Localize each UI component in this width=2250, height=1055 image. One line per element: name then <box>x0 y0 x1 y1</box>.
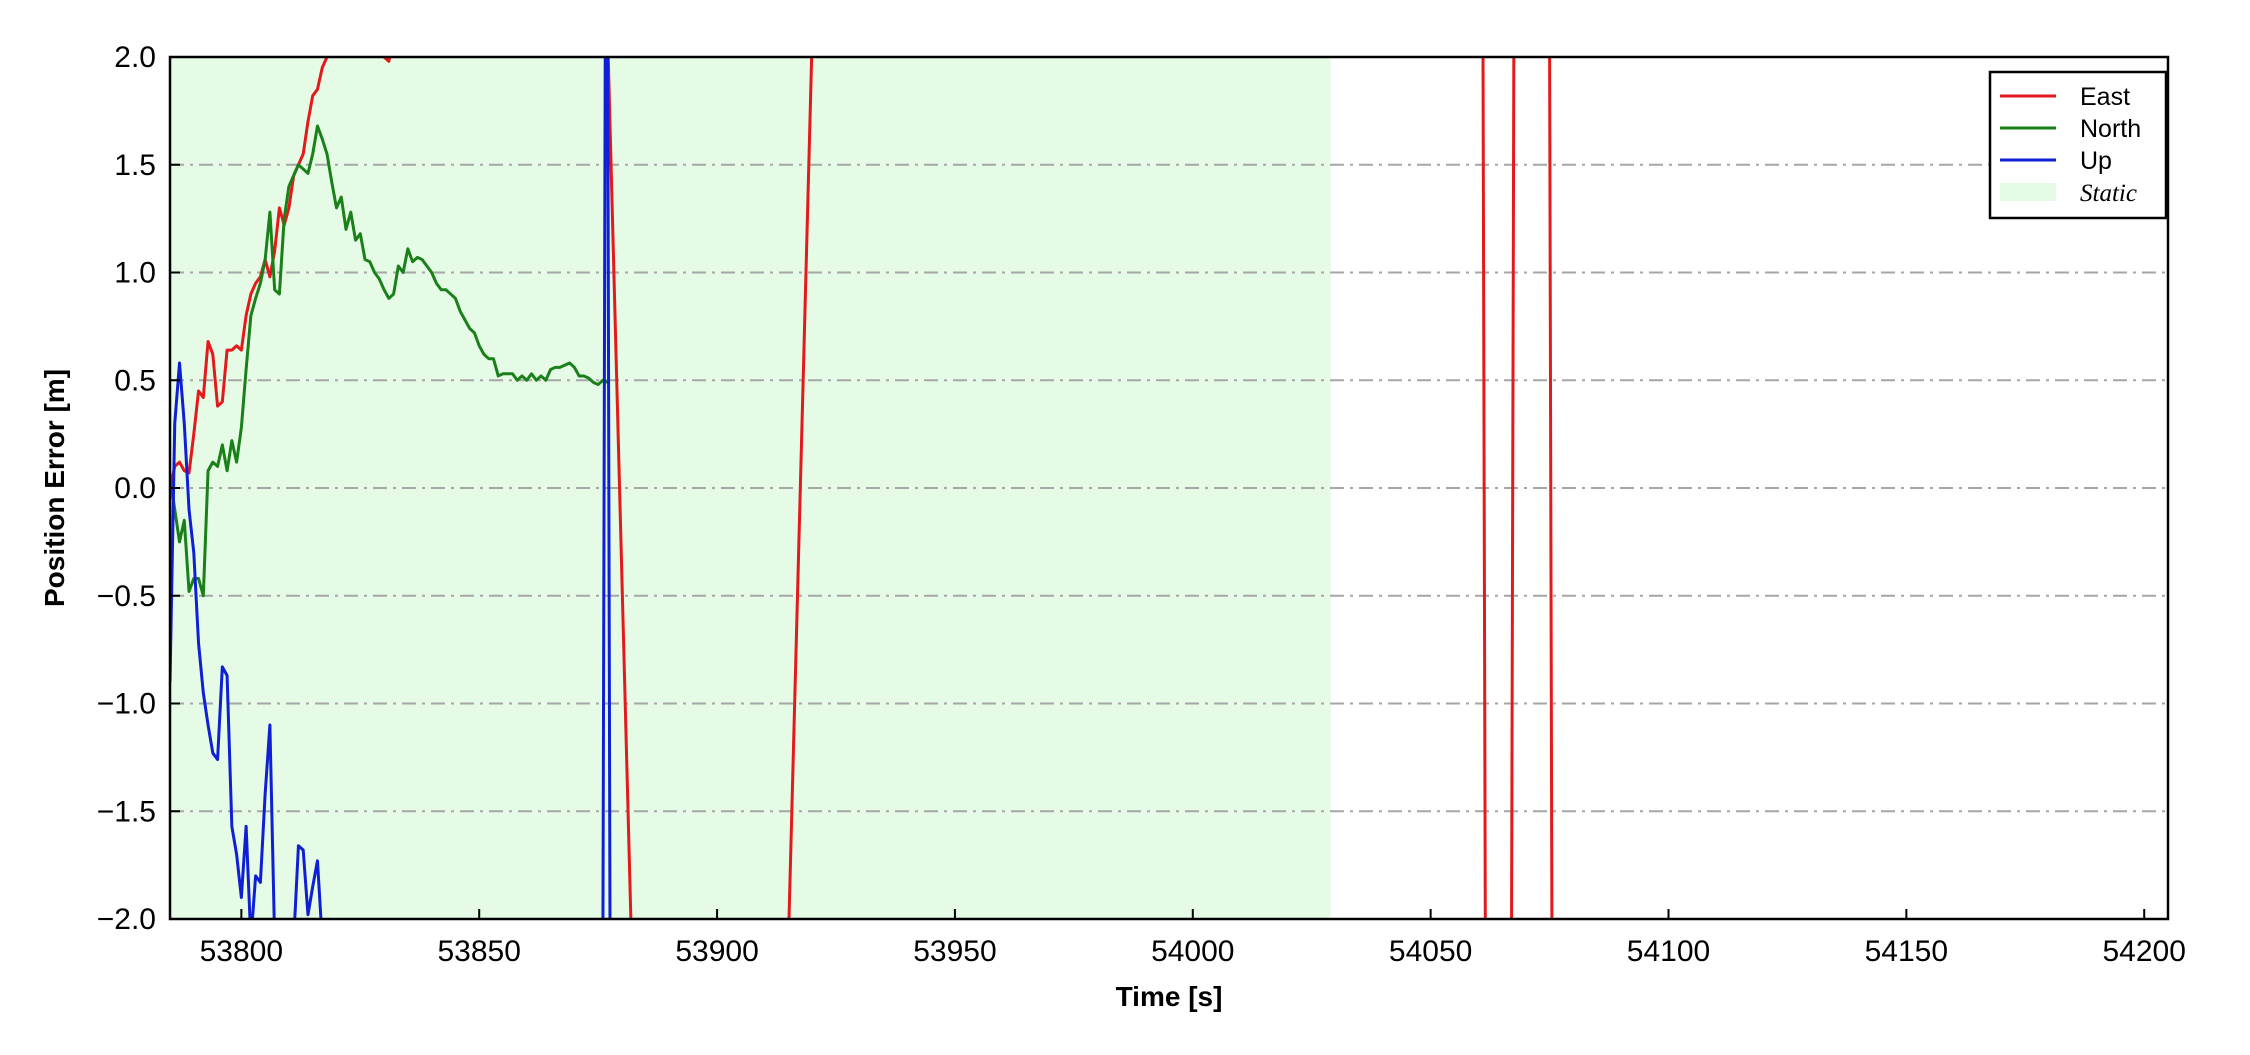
y-tick-label: −2.0 <box>97 903 156 936</box>
legend-label-north: North <box>2080 115 2141 143</box>
y-tick-label: −1.5 <box>97 795 156 828</box>
tick-layer: 53800 53850 53900 53950 54000 54050 54100 54150… <box>97 41 2186 968</box>
x-tick-label: 53800 <box>200 935 283 968</box>
y-tick-label: −1.0 <box>97 688 156 721</box>
x-tick-label: 54200 <box>2102 935 2185 968</box>
x-tick-label: 54000 <box>1151 935 1234 968</box>
series-line-north <box>170 124 611 598</box>
series-layer <box>170 57 1554 919</box>
series-line-east <box>170 57 1554 919</box>
x-axis-title: Time [s] <box>1116 981 1223 1012</box>
legend-swatch-static <box>2000 183 2056 201</box>
x-tick-label: 54150 <box>1865 935 1948 968</box>
x-tick-label: 53900 <box>675 935 758 968</box>
y-tick-label: 0.0 <box>114 472 156 505</box>
y-axis-title: Position Error [m] <box>39 369 70 607</box>
x-tick-label: 53850 <box>437 935 520 968</box>
y-tick-label: 1.5 <box>114 149 156 182</box>
legend-label-static: Static <box>2080 180 2137 207</box>
grid-layer <box>170 163 2168 813</box>
legend: East North Up Static <box>1988 70 2168 220</box>
x-tick-label: 54100 <box>1627 935 1710 968</box>
x-tick-label: 54050 <box>1389 935 1472 968</box>
series-line-up <box>170 57 612 919</box>
y-tick-label: 0.5 <box>114 364 156 397</box>
y-tick-label: −0.5 <box>97 580 156 613</box>
y-tick-label: 2.0 <box>114 41 156 74</box>
y-tick-label: 1.0 <box>114 257 156 290</box>
legend-label-up: Up <box>2080 147 2112 175</box>
legend-label-east: East <box>2080 83 2130 111</box>
x-tick-label: 53950 <box>913 935 996 968</box>
